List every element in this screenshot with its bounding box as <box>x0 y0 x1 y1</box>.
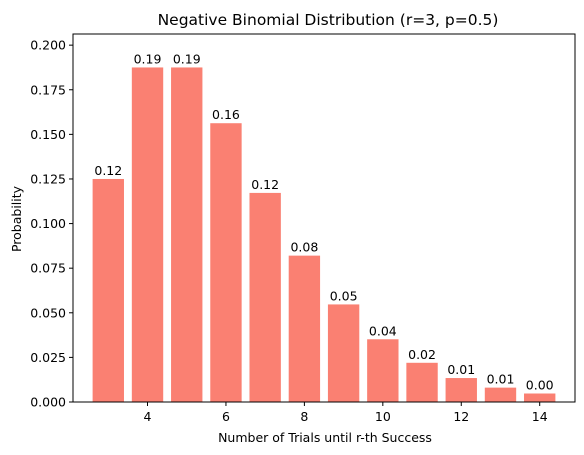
bar-12 <box>445 378 477 402</box>
bar-10 <box>367 339 399 402</box>
bar-13 <box>484 387 517 402</box>
bar-value-label-13: 0.01 <box>487 372 515 387</box>
bar-value-label-7: 0.12 <box>251 177 279 192</box>
bar-value-label-12: 0.01 <box>447 362 475 377</box>
y-tick-label: 0.025 <box>30 350 66 365</box>
x-tick-label: 8 <box>300 409 308 424</box>
bar-11 <box>406 362 438 402</box>
bar-value-label-3: 0.12 <box>94 163 122 178</box>
x-tick-label: 12 <box>453 409 469 424</box>
x-tick-label: 14 <box>532 409 548 424</box>
chart-title: Negative Binomial Distribution (r=3, p=0… <box>158 11 499 29</box>
bar-value-label-11: 0.02 <box>408 347 436 362</box>
bar-9 <box>327 304 360 402</box>
data-labels-group: 0.12 0.19 0.19 0.16 0.12 0.08 0.05 0.04 0.02 0.01… <box>94 51 553 392</box>
bar-value-label-6: 0.16 <box>212 107 240 122</box>
y-axis-label: Probability <box>9 185 24 252</box>
bar-3 <box>92 178 124 402</box>
x-tick-label: 6 <box>222 409 230 424</box>
y-tick-label: 0.200 <box>30 38 66 53</box>
y-tick-label: 0.125 <box>30 171 66 186</box>
bar-value-label-8: 0.08 <box>290 240 318 255</box>
y-tick-label: 0.050 <box>30 305 66 320</box>
x-tick-label: 4 <box>144 409 152 424</box>
y-tick-label: 0.100 <box>30 216 66 231</box>
bar-5 <box>171 67 203 403</box>
y-tick-label: 0.075 <box>30 261 66 276</box>
plot-area: 0.12 0.19 0.19 0.16 0.12 0.08 0.05 0.04 0.02 0.01… <box>72 33 576 403</box>
plot-frame <box>72 33 576 403</box>
bars-group <box>92 67 556 403</box>
x-axis-ticks: 4 6 8 10 12 14 <box>144 402 548 424</box>
bar-6 <box>210 123 242 402</box>
bar-value-label-14: 0.00 <box>526 378 554 393</box>
bar-value-label-9: 0.05 <box>330 288 358 303</box>
bar-14 <box>524 393 556 402</box>
x-axis-label: Number of Trials until r-th Success <box>218 430 432 445</box>
y-tick-label: 0.000 <box>30 395 66 410</box>
bar-value-label-5: 0.19 <box>173 51 201 66</box>
bar-4 <box>131 67 164 403</box>
y-axis-ticks: 0.000 0.025 0.050 0.075 0.100 0.125 0.150 0.175… <box>30 38 73 410</box>
y-tick-label: 0.175 <box>30 82 66 97</box>
x-tick-label: 10 <box>375 409 391 424</box>
bar-7 <box>249 192 281 402</box>
y-tick-label: 0.150 <box>30 127 66 142</box>
bar-8 <box>288 255 321 402</box>
bar-value-label-4: 0.19 <box>134 51 162 66</box>
bar-value-label-10: 0.04 <box>369 323 397 338</box>
